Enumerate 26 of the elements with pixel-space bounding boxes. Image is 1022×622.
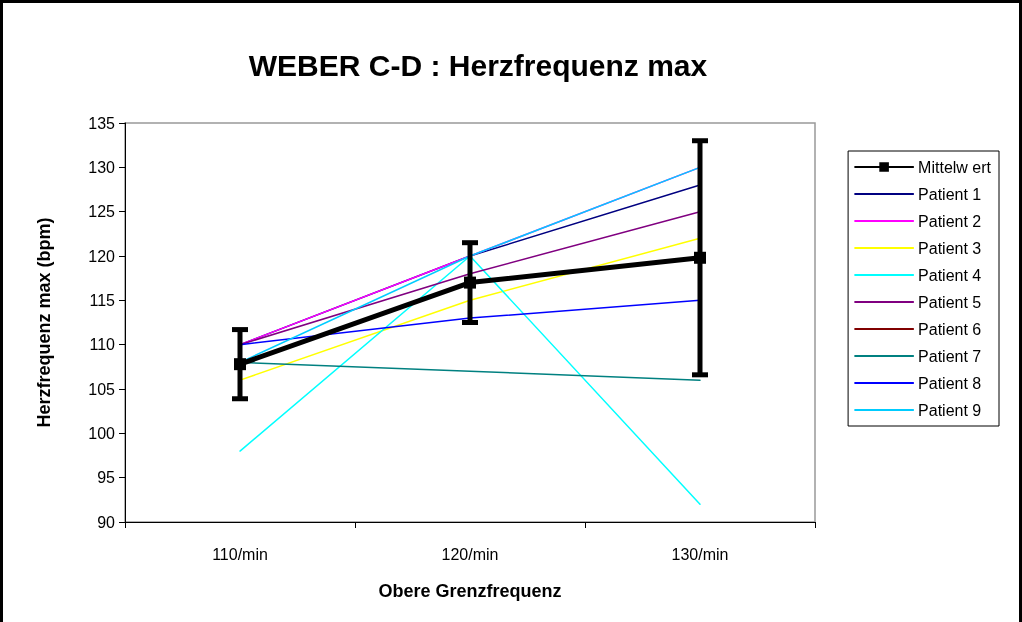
y-tick-label: 110 (89, 336, 116, 354)
legend-label: Patient 8 (918, 374, 982, 392)
legend-label: Patient 9 (918, 401, 982, 419)
legend-label: Patient 2 (918, 212, 982, 230)
y-tick-label: 95 (97, 469, 116, 487)
legend-label: Patient 7 (918, 347, 982, 365)
y-tick-label: 100 (88, 424, 116, 442)
y-tick-label: 135 (88, 114, 116, 132)
x-axis-title: Obere Grenzfrequenz (378, 581, 562, 601)
y-tick-label: 125 (88, 203, 116, 221)
legend-label: Patient 1 (918, 185, 982, 203)
x-tick-label: 110/min (212, 545, 268, 563)
x-tick-label: 130/min (671, 545, 729, 563)
y-tick-label: 90 (97, 513, 116, 531)
y-tick-label: 115 (89, 291, 116, 309)
y-axis-title: Herzfrequenz max (bpm) (34, 217, 54, 428)
y-tick-label: 105 (88, 380, 116, 398)
y-tick-label: 130 (88, 158, 116, 176)
legend-label: Patient 4 (918, 266, 982, 284)
chart-title: WEBER C-D : Herzfrequenz max (248, 48, 708, 82)
legend-label: Patient 5 (918, 293, 982, 311)
legend-label: Patient 3 (918, 239, 982, 257)
x-tick-label: 120/min (441, 545, 499, 563)
legend-label: Mittelw ert (918, 158, 992, 176)
legend-label: Patient 6 (918, 320, 982, 338)
y-tick-label: 120 (88, 247, 116, 265)
